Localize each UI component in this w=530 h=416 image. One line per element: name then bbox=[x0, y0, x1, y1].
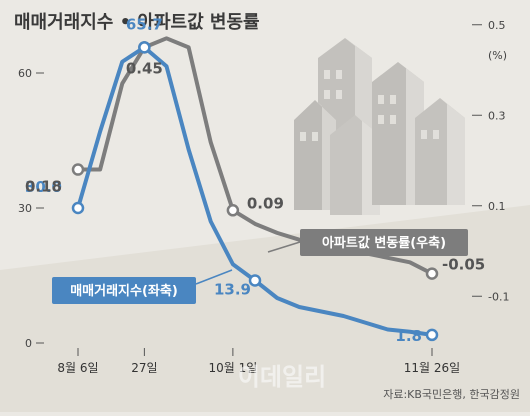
legend-trade-index-box bbox=[52, 277, 196, 304]
right-axis-tick-2: 0.1 bbox=[488, 200, 506, 213]
series-1-marker-2 bbox=[226, 204, 240, 217]
right-axis-tick-3: -0.1 bbox=[488, 290, 509, 303]
series-0-marker-2 bbox=[248, 274, 262, 287]
labels-layer: 30.0 65.7 13.9 1.8 0.18 0.45 0.09 -0.05 bbox=[25, 15, 485, 345]
legend-apartment-price-connector bbox=[267, 241, 301, 253]
legend-apartment-price-box bbox=[300, 229, 468, 256]
watermark: 이데일리 bbox=[238, 363, 326, 391]
legend-apartment-price-label: 아파트값 변동률(우축) bbox=[322, 235, 446, 251]
x-axis-tick-1: 27일 bbox=[131, 361, 157, 375]
right-axis: (%) 0.5 0.3 0.1 -0.1 bbox=[472, 19, 509, 303]
series-1-marker-0 bbox=[71, 163, 85, 176]
series-1-data-label-1: 0.45 bbox=[126, 59, 163, 77]
left-axis: 60 30 0 bbox=[18, 67, 44, 350]
chart-title: 매매거래지수 • 아파트값 변동률 bbox=[14, 12, 260, 33]
right-axis-unit: (%) bbox=[488, 49, 507, 62]
left-axis-tick-2: 0 bbox=[25, 337, 32, 350]
legend-trade-index-connector bbox=[195, 269, 233, 285]
right-axis-tick-0: 0.5 bbox=[488, 19, 506, 32]
background-band bbox=[0, 205, 530, 412]
right-axis-tick-1: 0.3 bbox=[488, 109, 506, 122]
legend-trade-index: 매매거래지수(좌축) bbox=[52, 277, 196, 304]
series-0-marker-1 bbox=[138, 41, 151, 54]
x-axis: 8월 6일 27일 10월 1일 11월 26일 bbox=[57, 348, 460, 375]
series-0-marker-3 bbox=[425, 328, 439, 342]
series-0-data-label-0: 30.0 bbox=[25, 178, 62, 196]
left-axis-tick-1: 30 bbox=[18, 202, 32, 215]
series-0-data-label-1: 65.7 bbox=[126, 15, 163, 33]
x-axis-tick-2: 10월 1일 bbox=[208, 361, 257, 375]
x-axis-tick-0: 8월 6일 bbox=[57, 361, 98, 375]
legend-trade-index-label: 매매거래지수(좌축) bbox=[70, 283, 178, 299]
series-1-data-label-2: 0.09 bbox=[247, 194, 284, 212]
left-axis-tick-0: 60 bbox=[18, 67, 32, 80]
buildings-illustration bbox=[294, 38, 465, 215]
series-1-data-label-3: -0.05 bbox=[442, 256, 485, 274]
source-note: 자료:KB국민은행, 한국감정원 bbox=[383, 388, 520, 401]
legend-apartment-price: 아파트값 변동률(우축) bbox=[300, 229, 468, 256]
series-0-data-label-3: 1.8 bbox=[395, 327, 422, 345]
x-axis-tick-3: 11월 26일 bbox=[404, 361, 460, 375]
series-0-data-label-2: 13.9 bbox=[214, 280, 251, 298]
series-1-marker-3 bbox=[425, 267, 439, 280]
series-0-marker-0 bbox=[71, 201, 85, 215]
series-1-data-label-0: 0.18 bbox=[25, 178, 62, 196]
